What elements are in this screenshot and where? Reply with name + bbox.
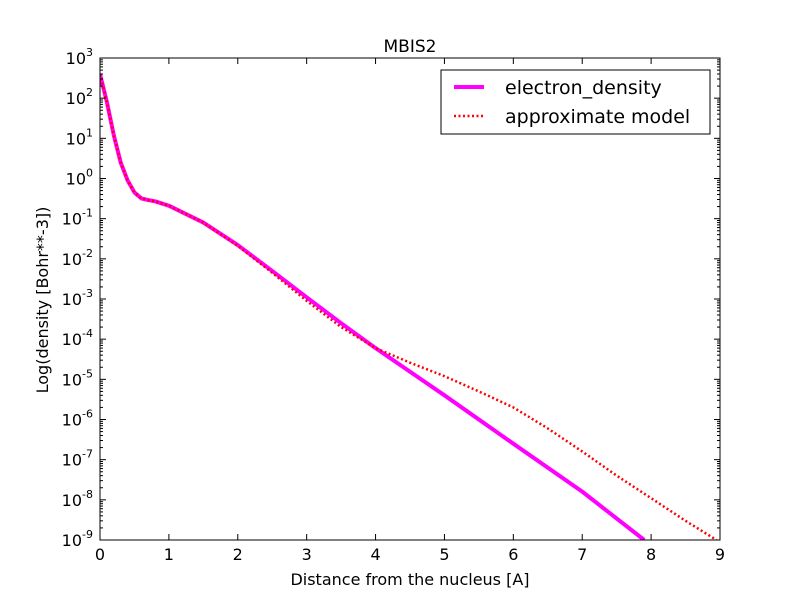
y-tick-label: 10-8 <box>62 488 93 510</box>
x-tick-label: 3 <box>302 545 312 564</box>
x-tick-label: 1 <box>164 545 174 564</box>
x-axis-ticks: 0 1 2 3 4 5 6 7 8 9 <box>95 58 725 564</box>
x-tick-label: 8 <box>646 545 656 564</box>
y-tick-label: 10-2 <box>62 247 93 269</box>
chart-title: MBIS2 <box>384 37 437 57</box>
x-axis-label: Distance from the nucleus [A] <box>290 570 529 589</box>
y-tick-label: 10-3 <box>62 287 93 309</box>
y-tick-label: 10-4 <box>62 327 93 349</box>
legend-label-approximate-model: approximate model <box>505 106 690 128</box>
x-tick-label: 2 <box>233 545 243 564</box>
plot-lines <box>100 73 718 540</box>
series-line-approximate-model <box>100 73 718 540</box>
x-tick-label: 4 <box>370 545 380 564</box>
legend-label-electron-density: electron_density <box>505 77 662 99</box>
y-axis-ticks: 10-9 10-8 10-7 10-6 10-5 10-4 10-3 10-2 10-1 100 1… <box>62 46 720 550</box>
y-axis-label: Log(density [Bohr**-3]) <box>33 207 52 394</box>
x-tick-label: 6 <box>508 545 518 564</box>
y-tick-label: 10-1 <box>62 207 93 229</box>
y-tick-label: 102 <box>66 86 93 108</box>
y-tick-label: 100 <box>66 167 93 189</box>
y-tick-label: 101 <box>66 126 93 148</box>
y-tick-label: 10-5 <box>62 367 93 389</box>
x-tick-label: 7 <box>577 545 587 564</box>
y-tick-label: 10-7 <box>62 448 93 470</box>
y-tick-label: 103 <box>66 46 93 68</box>
x-tick-label: 5 <box>439 545 449 564</box>
y-tick-label: 10-6 <box>62 408 93 430</box>
legend: electron_density approximate model <box>440 69 711 135</box>
y-tick-label: 10-9 <box>62 528 93 550</box>
x-tick-label: 9 <box>715 545 725 564</box>
x-tick-label: 0 <box>95 545 105 564</box>
legend-box <box>440 69 711 135</box>
